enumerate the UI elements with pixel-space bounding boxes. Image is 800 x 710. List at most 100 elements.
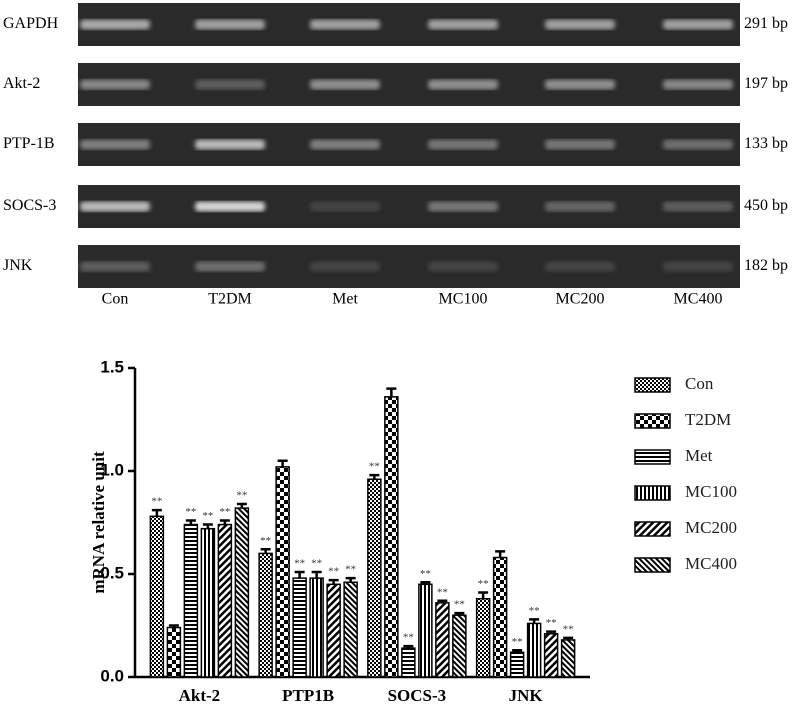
gel-lane-label: MC200 bbox=[556, 291, 605, 308]
y-tick-label: 1.0 bbox=[100, 460, 124, 479]
gel-band bbox=[310, 261, 380, 272]
bar bbox=[492, 556, 508, 678]
x-tick-label: PTP1B bbox=[282, 686, 334, 705]
error-bar bbox=[563, 636, 574, 640]
gel-band bbox=[195, 201, 265, 212]
significance: ** bbox=[369, 461, 380, 473]
gel-band-size: 133 bp bbox=[744, 135, 788, 152]
error-bar bbox=[311, 570, 322, 579]
error-bar bbox=[403, 644, 414, 649]
error-bar bbox=[185, 519, 196, 525]
error-bar bbox=[260, 548, 271, 554]
significance: ** bbox=[563, 623, 574, 635]
legend-swatch bbox=[634, 557, 671, 573]
bar bbox=[326, 583, 341, 678]
gel-band bbox=[545, 201, 615, 212]
bar bbox=[367, 478, 382, 678]
gel-band bbox=[195, 139, 265, 150]
bar bbox=[435, 602, 450, 678]
gel-image: GAPDH 291 bp Akt-2 197 bp PTP-1B 133 bp SOCS-3… bbox=[3, 3, 788, 308]
significance: ** bbox=[311, 557, 322, 569]
significance: ** bbox=[478, 578, 489, 590]
error-bar bbox=[328, 578, 339, 585]
gel-band bbox=[545, 139, 615, 150]
legend-label: Met bbox=[685, 446, 713, 465]
bar bbox=[343, 581, 358, 678]
bar bbox=[509, 651, 525, 678]
error-bar bbox=[168, 624, 179, 628]
gel-band bbox=[428, 139, 498, 150]
gel-band bbox=[545, 79, 615, 90]
significance: ** bbox=[437, 586, 448, 598]
legend-swatch bbox=[634, 485, 671, 501]
gel-band bbox=[545, 261, 615, 272]
bar bbox=[183, 523, 199, 678]
gel-band-size: 197 bp bbox=[744, 75, 788, 92]
gel-band bbox=[428, 19, 498, 30]
significance: ** bbox=[454, 599, 465, 611]
bar bbox=[292, 577, 307, 678]
bar bbox=[384, 396, 399, 678]
error-bar bbox=[151, 508, 162, 517]
error-bar bbox=[546, 630, 557, 634]
gel-band bbox=[195, 261, 265, 272]
gel-band bbox=[80, 139, 150, 150]
legend-swatch bbox=[634, 521, 671, 537]
x-tick-label: Akt-2 bbox=[179, 686, 221, 705]
gel-band bbox=[80, 261, 150, 272]
legend-label: MC100 bbox=[685, 482, 737, 501]
gel-row-label: Akt-2 bbox=[3, 75, 40, 92]
bar bbox=[309, 577, 324, 678]
gel-row-label: SOCS-3 bbox=[3, 197, 56, 214]
gel-band bbox=[80, 19, 150, 30]
gel-lane-label: Met bbox=[332, 291, 358, 308]
gel-band bbox=[428, 79, 498, 90]
gel-band bbox=[195, 19, 265, 30]
gel-band bbox=[663, 261, 733, 272]
legend-label: MC200 bbox=[685, 518, 737, 537]
gel-band bbox=[310, 19, 380, 30]
error-bar bbox=[345, 576, 356, 583]
gel-band bbox=[428, 261, 498, 272]
bar bbox=[217, 523, 233, 678]
gel-band bbox=[195, 79, 265, 90]
gel-band bbox=[310, 79, 380, 90]
significance: ** bbox=[202, 510, 213, 522]
gel-band bbox=[663, 79, 733, 90]
error-bar bbox=[277, 459, 288, 467]
error-bar bbox=[386, 387, 397, 397]
bar bbox=[452, 614, 467, 678]
gel-lane-label: MC100 bbox=[439, 291, 488, 308]
gel-strip bbox=[78, 123, 740, 166]
bar bbox=[418, 583, 433, 678]
error-bar bbox=[437, 599, 448, 603]
bar bbox=[149, 515, 165, 678]
gel-band bbox=[80, 201, 150, 212]
legend-swatch bbox=[634, 377, 671, 393]
bar bbox=[401, 647, 416, 678]
error-bar bbox=[369, 473, 380, 480]
gel-band bbox=[428, 201, 498, 212]
gel-band bbox=[663, 139, 733, 150]
significance: ** bbox=[185, 506, 196, 518]
y-tick-label: 0.5 bbox=[100, 563, 124, 582]
significance: ** bbox=[236, 489, 247, 501]
gel-band-size: 182 bp bbox=[744, 257, 788, 274]
bar bbox=[560, 639, 576, 678]
legend-label: T2DM bbox=[685, 410, 731, 429]
significance: ** bbox=[345, 564, 356, 576]
gel-band bbox=[663, 19, 733, 30]
error-bar bbox=[202, 523, 213, 529]
legend-swatch bbox=[634, 449, 671, 465]
y-tick-label: 0.0 bbox=[100, 666, 124, 685]
gel-band bbox=[663, 201, 733, 212]
bar bbox=[543, 632, 559, 678]
legend-label: MC400 bbox=[685, 554, 737, 573]
error-bar bbox=[454, 611, 465, 616]
significance: ** bbox=[512, 636, 523, 648]
significance: ** bbox=[219, 506, 230, 518]
gel-band bbox=[310, 139, 380, 150]
legend-swatch bbox=[634, 413, 671, 429]
significance: ** bbox=[328, 566, 339, 578]
